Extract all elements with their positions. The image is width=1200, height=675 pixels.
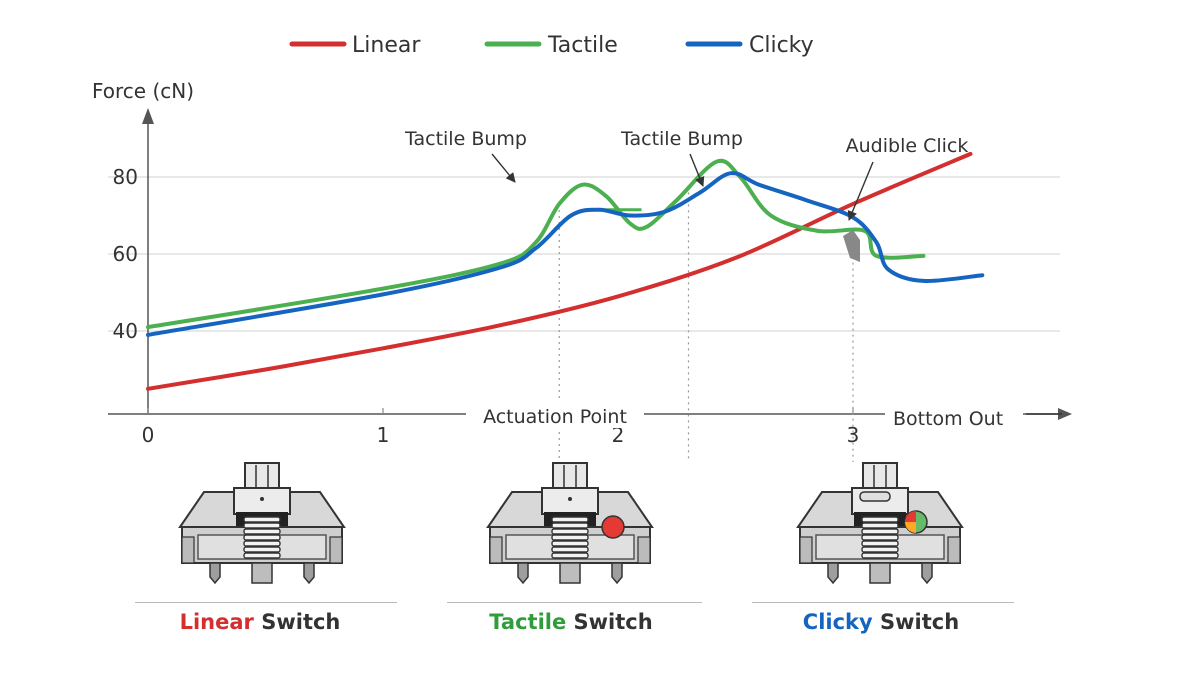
annotation-label: Tactile Bump — [404, 128, 527, 150]
switch-pin — [209, 562, 221, 585]
legend-label-linear: Linear — [352, 33, 421, 58]
caption-colored: Clicky — [802, 610, 873, 634]
annotation-label: Tactile Bump — [620, 128, 743, 150]
x-tick-label: 3 — [847, 423, 860, 447]
annotation-arrow — [689, 153, 705, 187]
switch-pin — [303, 562, 315, 585]
caption-colored: Tactile — [489, 610, 567, 634]
switch-pin — [921, 562, 933, 585]
switch-spring-coil — [243, 522, 281, 529]
switch-spring-coil — [551, 546, 589, 553]
caption-colored: Linear — [179, 610, 254, 634]
y-tick-label: 60 — [113, 242, 138, 266]
switch-spring-coil — [551, 528, 589, 535]
x-tick-label: 0 — [142, 423, 155, 447]
x-tick-label: 1 — [377, 423, 390, 447]
series-lines — [146, 151, 985, 391]
actuation-point-label: Actuation Point — [483, 406, 627, 428]
series-line-tactile — [146, 158, 926, 330]
switch-spring-coil — [243, 516, 281, 523]
switch-spring-coil — [861, 546, 899, 553]
y-tick-label: 40 — [113, 319, 138, 343]
series-line-linear — [146, 151, 973, 391]
legend-label-clicky: Clicky — [749, 33, 814, 58]
switch-spring-coil — [861, 540, 899, 547]
caption-divider — [135, 602, 397, 603]
switch-spring-coil — [243, 540, 281, 547]
switch-spring-coil — [861, 534, 899, 541]
series-line-clicky — [146, 171, 985, 337]
switch-spring-coil — [861, 528, 899, 535]
switch-spring-coil — [551, 552, 589, 559]
switch-spring-coil — [243, 552, 281, 559]
y-axis-arrow — [142, 108, 154, 124]
switch-spring-coil — [243, 534, 281, 541]
switch-spring-coil — [861, 516, 899, 523]
switch-spring-coil — [551, 534, 589, 541]
legend-label-tactile: Tactile — [547, 33, 618, 58]
x-axis-arrow — [1058, 408, 1072, 420]
switch-pin — [611, 562, 623, 585]
bottom-out-label: Bottom Out — [893, 408, 1003, 430]
y-axis-label: Force (cN) — [92, 79, 194, 103]
annotation-arrow — [847, 161, 874, 221]
switch-pin — [827, 562, 839, 585]
caption-divider — [752, 602, 1014, 603]
click-drop-marker — [843, 230, 860, 262]
tactile-switch-caption: Tactile Switch — [441, 610, 701, 634]
switch-spring-coil — [861, 522, 899, 529]
switch-stem — [552, 462, 588, 492]
linear-switch-caption: Linear Switch — [130, 610, 390, 634]
switch-spring-coil — [861, 552, 899, 559]
annotation-label: Audible Click — [846, 135, 969, 157]
clicky-switch-icon — [796, 462, 964, 585]
caption-rest: Switch — [253, 610, 341, 634]
caption-rest: Switch — [566, 610, 653, 634]
click-jacket-icon — [859, 491, 891, 502]
tactile-switch-icon — [486, 462, 654, 585]
switch-pin — [517, 562, 529, 585]
switch-spring-coil — [551, 540, 589, 547]
axes: Force (cN) 40 60 80 0 1 2 3 — [92, 79, 1072, 447]
switch-stem — [244, 462, 280, 492]
caption-divider — [447, 602, 702, 603]
annotations: Tactile Bump Tactile Bump Audible Click Act… — [404, 128, 1062, 430]
grid-lines — [108, 176, 1060, 332]
switch-stem — [862, 462, 898, 492]
switch-center-post — [251, 562, 273, 584]
tactile-leaf-icon — [601, 515, 625, 539]
switch-spring-coil — [551, 522, 589, 529]
switch-spring-coil — [243, 528, 281, 535]
switch-illustrations — [178, 462, 964, 585]
bottom-out-label-bg — [885, 404, 1023, 430]
switch-spring-coil — [551, 516, 589, 523]
y-tick-label: 80 — [113, 165, 138, 189]
guide-lines — [558, 192, 854, 462]
x-tick-label: 2 — [612, 423, 625, 447]
switch-center-post — [869, 562, 891, 584]
switch-spring-coil — [243, 546, 281, 553]
annotation-arrow — [491, 153, 516, 183]
switch-center-post — [559, 562, 581, 584]
actuation-label-bg — [466, 402, 644, 428]
linear-switch-icon — [178, 462, 346, 585]
chart-legend: Linear Tactile Clicky — [289, 33, 814, 58]
caption-rest: Switch — [872, 610, 960, 634]
clicky-switch-caption: Clicky Switch — [751, 610, 1011, 634]
